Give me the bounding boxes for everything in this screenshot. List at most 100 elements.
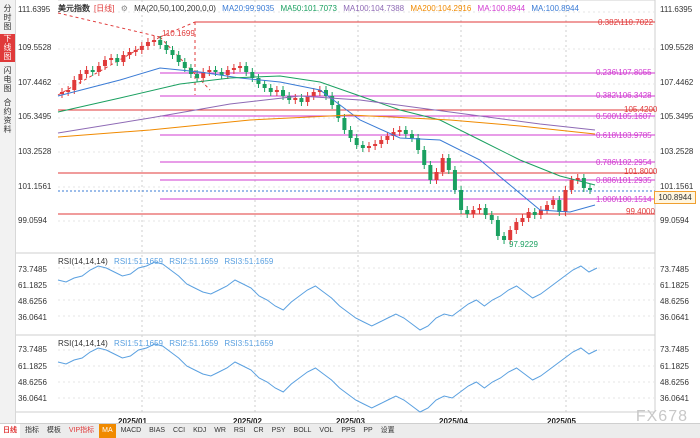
rsi-legend-2: RSI(14,14,14) RSI1:51.1659 RSI2:51.1659 … (58, 339, 277, 348)
candle-body (434, 172, 439, 180)
toolbar-item-cr[interactable]: CR (253, 427, 264, 434)
high-annotation: 110.1699 (162, 29, 195, 38)
period-selector[interactable]: 日线 (0, 424, 20, 438)
candle-body (532, 212, 537, 215)
candle-body (317, 90, 322, 92)
tab-kline[interactable]: 下线图 (0, 34, 15, 62)
toolbar-item-cci[interactable]: CCI (173, 427, 186, 434)
candle-body (428, 165, 433, 180)
candle-body (299, 98, 304, 102)
candle-body (360, 145, 365, 148)
tab-timeshare[interactable]: 分时图 (3, 4, 12, 31)
toolbar-item-bias[interactable]: BIAS (149, 427, 166, 434)
tab-flash[interactable]: 闪电图 (3, 66, 12, 93)
candle-body (207, 70, 212, 72)
ma200-value: MA200:104.2916 (410, 4, 472, 13)
rsi2-axis-label: 36.0641 (660, 394, 689, 403)
toolbar-item-indicators[interactable]: 指标 (24, 427, 39, 434)
candle-body (483, 208, 488, 215)
candle-body (379, 140, 384, 144)
candle-body (465, 210, 470, 214)
date-label: 2025/02 (233, 417, 262, 426)
toolbar-item-templates[interactable]: 模板 (46, 427, 61, 434)
toolbar-item-psy[interactable]: PSY (271, 427, 286, 434)
candle-body (305, 96, 310, 102)
rsi2-axis-label: 48.6256 (18, 378, 47, 387)
candle-body (403, 130, 408, 134)
date-label: 2025/01 (118, 417, 147, 426)
toolbar-item-vip[interactable]: VIP指标 (68, 427, 95, 434)
right-axis-label: 105.3495 (660, 112, 694, 121)
candle-body (66, 90, 71, 92)
left-axis-label: 101.1561 (18, 182, 52, 191)
candle-body (274, 90, 279, 92)
rsi-line (57, 261, 598, 331)
rsi3-value: RSI3:51.1659 (224, 257, 274, 266)
tab-contract-info[interactable]: 合约资料 (3, 98, 12, 134)
toolbar-item-vol[interactable]: VOL (319, 427, 334, 434)
period-label: [日线] (94, 4, 115, 13)
toolbar-item-boll[interactable]: BOLL (293, 427, 312, 434)
left-axis-label: 99.0594 (18, 216, 47, 225)
candle-body (575, 178, 580, 180)
rsi-title: RSI(14,14,14) (58, 257, 108, 266)
candle-body (145, 42, 150, 46)
ma200-line (57, 114, 596, 138)
candle-body (219, 72, 224, 75)
toolbar-item-settings[interactable]: 设置 (380, 427, 395, 434)
candle-body (385, 136, 390, 140)
candle-body (471, 210, 476, 214)
hline-label: 101.8000 (624, 167, 658, 176)
toolbar-item-macd[interactable]: MACD (120, 427, 142, 434)
fib-label: 0.500\105.1607 (596, 112, 652, 121)
ma100-line (57, 95, 596, 134)
toolbar-item-kdj[interactable]: KDJ (193, 427, 207, 434)
candle-body (256, 78, 261, 84)
rsi1-axis-label: 48.6256 (18, 297, 47, 306)
hline-label: 105.4200 (624, 105, 658, 114)
trend-line (159, 21, 196, 38)
date-label: 2025/05 (547, 417, 576, 426)
low-annotation: 97.9229 (509, 240, 538, 249)
rsi2-axis-label: 36.0641 (18, 394, 47, 403)
rsi1-value: RSI1:51.1659 (114, 257, 163, 266)
toolbar-item-ma[interactable]: MA (99, 424, 116, 438)
candle-body (366, 146, 371, 148)
candle-body (324, 90, 328, 96)
fib-label: 0.786\102.2954 (596, 158, 652, 167)
candle-body (538, 210, 543, 215)
symbol-name: 美元指数 (58, 4, 90, 13)
candle-body (514, 222, 519, 230)
candle-body (397, 130, 402, 132)
fib-label: 0.886\101.2935 (596, 176, 652, 185)
ma-a-value: MA:100.8944 (477, 4, 526, 13)
rsi2-axis-label: 73.7485 (18, 345, 47, 354)
left-axis-label: 103.2528 (18, 147, 52, 156)
candle-body (342, 118, 347, 130)
candle-body (311, 92, 316, 96)
rsi2-axis-label: 73.7485 (660, 345, 689, 354)
right-axis-label: 111.6395 (660, 5, 693, 14)
settings-icon[interactable]: ⚙ (120, 4, 128, 13)
rsi2-axis-label: 61.1825 (18, 362, 47, 371)
candle-body (238, 66, 243, 68)
candle-body (244, 66, 249, 72)
toolbar-item-wr[interactable]: WR (214, 427, 226, 434)
rsi1-axis-label: 36.0641 (660, 313, 689, 322)
candle-body (452, 170, 457, 190)
toolbar-item-pps[interactable]: PPS (341, 427, 356, 434)
toolbar-item-rsi[interactable]: RSI (233, 427, 246, 434)
candle-body (287, 96, 292, 100)
candle-body (133, 50, 138, 52)
fib-label: 0.618\103.9785 (596, 131, 652, 140)
candle-body (508, 230, 513, 240)
toolbar-item-pp[interactable]: PP (363, 427, 373, 434)
rsi-line (57, 343, 598, 413)
candle-body (268, 88, 273, 92)
right-axis-label: 107.4462 (660, 78, 694, 87)
rsi1-axis-label: 61.1825 (660, 281, 689, 290)
fib-label: 0.382\106.3428 (596, 91, 652, 100)
candle-body (176, 55, 181, 62)
candle-body (409, 134, 414, 138)
